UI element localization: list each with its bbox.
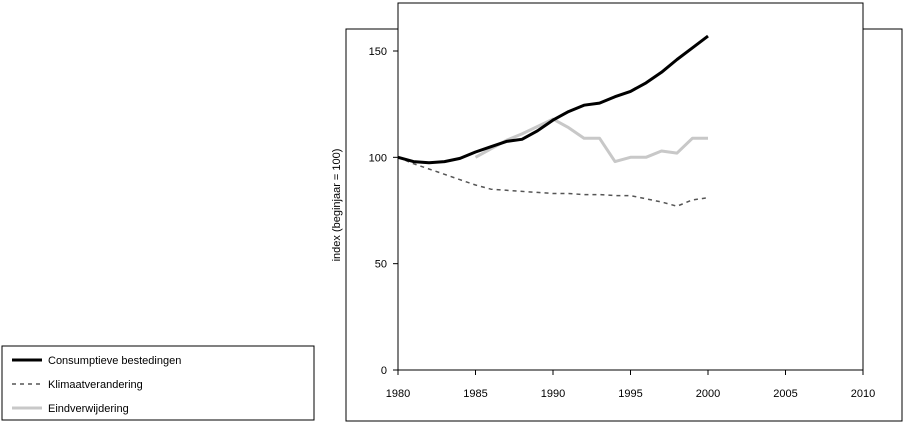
x-tick-label: 1980 [386, 388, 410, 400]
y-tick-label: 150 [369, 46, 387, 58]
y-tick-label: 100 [369, 152, 387, 164]
series-line-0 [397, 34, 709, 165]
x-tick-label: 2005 [773, 388, 797, 400]
legend-label: Consumptieve bestedingen [48, 355, 181, 367]
legend-box [1, 345, 315, 421]
y-tick-label: 50 [375, 259, 387, 271]
y-axis: 0 50 100 150 [369, 46, 398, 377]
legend: Consumptieve bestedingen Klimaatveranderi… [1, 345, 315, 421]
series-layer [397, 34, 709, 207]
x-tick-label: 1985 [463, 388, 487, 400]
legend-label: Klimaatverandering [48, 379, 143, 391]
x-tick-label: 2000 [696, 388, 720, 400]
x-tick-label: 2010 [851, 388, 875, 400]
x-tick-label: 1990 [541, 388, 565, 400]
series-line-1 [397, 156, 709, 207]
series-line-2 [474, 117, 708, 164]
legend-label: Eindverwijdering [48, 403, 129, 415]
plot-area [397, 2, 864, 371]
y-axis-label: index (beginjaar = 100) [331, 149, 343, 262]
x-tick-label: 1995 [618, 388, 642, 400]
y-tick-label: 0 [381, 365, 387, 377]
x-axis: 1980 1985 1990 1995 2000 2005 2010 [386, 370, 875, 400]
